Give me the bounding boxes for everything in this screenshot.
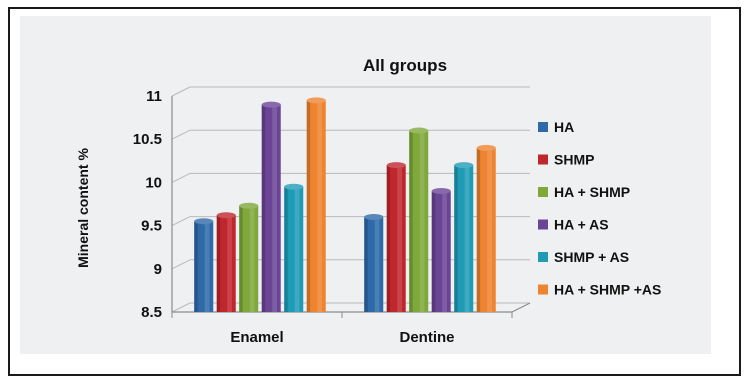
y-axis-label: Mineral content % [75,148,91,268]
category-labels: Enamel Dentine [230,329,454,346]
bar-top [194,218,214,225]
bar-shadow [216,215,221,312]
y-tick-label: 10.5 [133,131,162,148]
gridline-side [171,216,191,227]
bar-shadow [409,130,413,312]
bar-top [306,97,326,104]
bar-highlight [487,147,492,312]
bar-shadow [454,165,458,312]
bar [284,183,304,312]
bar-shadow [261,104,266,312]
bar-shadow [194,221,198,312]
bar-shadow [364,216,368,312]
bar-shadow [306,100,311,312]
gridline-side [171,86,191,97]
bar [454,162,474,312]
y-tick-label: 11 [146,88,162,105]
bar-highlight [227,215,232,312]
legend-swatch [538,219,548,230]
bar-top [364,213,384,220]
bar-highlight [419,130,425,312]
legend-swatch [538,154,548,165]
legend-label: HA + SHMP [554,184,630,200]
gridlines [171,86,530,313]
legend-label: SHMP + AS [554,249,629,265]
legend-swatch [538,252,548,262]
bar-shadow [386,165,391,312]
legend-label: HA [554,119,574,135]
floor-edge [511,302,531,313]
y-tick-label: 9 [154,261,162,278]
bar [476,144,496,312]
bar-top [216,212,236,219]
bars [194,97,496,312]
gridline-side [171,259,191,270]
chart-title: All groups [363,56,447,75]
legend-label: SHMP [554,152,594,168]
bar-highlight [204,221,210,312]
bar-top [261,101,281,108]
bar [216,212,236,312]
bar-highlight [442,191,447,312]
bar-top [476,144,496,151]
bar [409,127,429,312]
legend-swatch [538,122,548,132]
legend-item: SHMP + AS [538,249,629,265]
bar-shadow [431,191,436,312]
bar-top [409,127,429,134]
legend-swatch [538,187,548,197]
legend-item: HA + SHMP [538,184,630,200]
bar [364,213,384,312]
bar-shadow [239,205,243,312]
bar-highlight [464,165,470,312]
legend-item: HA + AS [538,217,609,233]
bar-highlight [272,104,277,312]
category-label: Dentine [399,329,454,346]
bar-shadow [284,186,288,312]
bar-highlight [397,165,402,312]
y-tick-label: 10 [145,174,162,191]
legend-label: HA + SHMP +AS [554,282,661,298]
gridline-side [171,172,191,183]
legend-item: HA [538,119,574,135]
bar [194,218,214,312]
bar-shadow [476,147,481,312]
bar-top [239,202,259,209]
bar [261,101,281,312]
bar [306,97,326,312]
bar-highlight [249,205,255,312]
bar-highlight [317,100,322,312]
legend-item: HA + SHMP +AS [538,282,661,298]
bar [239,202,259,312]
y-tick-label: 8.5 [141,304,162,321]
gridline-side [171,129,191,140]
bar-top [431,188,451,195]
legend: HA SHMP HA + SHMP HA + AS SHMP + AS HA + SHMP… [538,119,661,298]
bar-top [386,162,406,169]
bar-highlight [294,186,300,312]
bar-top [454,162,474,169]
gridline-side [171,302,191,313]
bar [431,188,451,312]
category-label: Enamel [230,329,283,346]
y-tick-label: 9.5 [141,218,162,235]
legend-swatch [538,284,548,295]
bar-top [284,183,304,190]
y-tick-labels: 8.5 9 9.5 10 10.5 11 [133,88,162,321]
bar-highlight [374,216,380,312]
legend-item: SHMP [538,152,594,168]
legend-label: HA + AS [554,217,609,233]
bar [386,162,406,312]
